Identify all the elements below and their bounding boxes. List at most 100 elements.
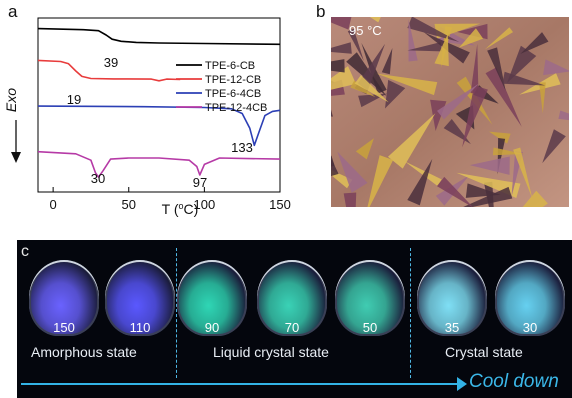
- annotation-133: 133: [231, 140, 253, 155]
- state-crystal: Crystal state: [445, 344, 523, 360]
- texture-shard: [347, 28, 364, 62]
- annotation-97: 97: [193, 175, 207, 190]
- texture-shard: [350, 80, 376, 98]
- texture-shard: [463, 186, 513, 207]
- temp-35: 35: [444, 320, 460, 335]
- vial-110: [105, 260, 175, 336]
- temperature-label: 95 °C: [349, 23, 382, 38]
- texture-shard: [337, 151, 368, 193]
- vial-70: [257, 260, 327, 336]
- texture-shard: [502, 71, 546, 86]
- texture-shard: [434, 33, 449, 67]
- x-ticks: 0 50 100 150: [50, 187, 291, 212]
- texture-shard: [542, 129, 566, 164]
- texture-shard: [407, 17, 460, 43]
- annotation-39: 39: [104, 55, 118, 70]
- vial-photo-panel: c 150 110 90 70 50 35 30 Amorphous state…: [17, 240, 572, 398]
- state-amorphous: Amorphous state: [31, 344, 137, 360]
- series-line-tpe-6-4cb: [37, 105, 281, 147]
- texture-shard: [489, 131, 511, 144]
- texture-shard: [331, 59, 345, 73]
- cool-down-arrow-head: [457, 377, 467, 391]
- vial-35: [417, 260, 487, 336]
- texture-shard: [459, 28, 484, 48]
- texture-shard: [354, 75, 389, 103]
- texture-image: [331, 17, 569, 207]
- temp-30: 30: [522, 320, 538, 335]
- state-liquid-crystal: Liquid crystal state: [213, 344, 329, 360]
- temp-150: 150: [53, 320, 75, 335]
- series-lines: [37, 27, 281, 178]
- texture-shard: [369, 17, 381, 23]
- texture-shard: [462, 85, 488, 148]
- texture-shard: [487, 47, 506, 91]
- vial-50: [335, 260, 405, 336]
- texture-shard: [484, 27, 513, 50]
- texture-shard: [387, 113, 436, 169]
- cool-down-label: Cool down: [469, 371, 559, 392]
- texture-shard: [436, 176, 473, 207]
- texture-shard: [407, 158, 433, 206]
- texture-shard: [367, 155, 394, 207]
- series-line-tpe-6-cb: [37, 27, 281, 46]
- texture-shard: [381, 47, 393, 75]
- texture-shard: [331, 109, 333, 117]
- vial-90: [177, 260, 247, 336]
- texture-shard: [404, 161, 442, 187]
- legend: TPE-6-CB TPE-12-CB TPE-6-4CB TPE-12-4CB: [176, 60, 267, 114]
- pom-micrograph: 95 °C: [331, 17, 569, 207]
- texture-shard: [331, 158, 339, 177]
- texture-shard: [408, 19, 418, 62]
- x-tick-label: 50: [122, 197, 136, 212]
- texture-shard: [513, 147, 533, 200]
- texture-shard: [558, 110, 569, 121]
- texture-shard: [485, 67, 522, 127]
- texture-shard: [539, 82, 546, 114]
- annotation-19: 19: [67, 92, 81, 107]
- annotation-30: 30: [91, 171, 105, 186]
- temp-50: 50: [362, 320, 378, 335]
- vial-150: [29, 260, 99, 336]
- dsc-chart: 0 50 100 150 TPE-6-CBTPE-12-CBTPE-6-4CBTPE-…: [3, 17, 291, 217]
- texture-shard: [506, 45, 537, 84]
- texture-shard: [543, 59, 569, 76]
- cool-down-arrow-line: [21, 383, 461, 385]
- texture-shard: [437, 83, 480, 120]
- legend-label: TPE-6-CB: [205, 60, 255, 72]
- texture-shard: [376, 73, 438, 96]
- series-line-tpe-12-cb: [37, 59, 181, 82]
- temp-90: 90: [204, 320, 220, 335]
- y-axis-title: Exo: [3, 88, 19, 112]
- panel-b-label: b: [316, 2, 326, 21]
- vial-30: [495, 260, 565, 336]
- legend-label: TPE-12-CB: [205, 74, 261, 86]
- temp-70: 70: [284, 320, 300, 335]
- exo-arrow-head: [11, 152, 21, 163]
- texture-shard: [465, 183, 501, 198]
- series-line-tpe-12-4cb: [37, 150, 281, 178]
- state-divider-1: [176, 248, 177, 378]
- x-tick-label: 150: [269, 197, 291, 212]
- texture-shard: [469, 156, 510, 175]
- x-axis-title: T (oC): [162, 201, 199, 217]
- panel-a-label: a: [8, 2, 18, 21]
- texture-shard: [343, 192, 357, 207]
- texture-shard: [331, 66, 357, 90]
- texture-shard: [355, 138, 374, 160]
- texture-shard: [331, 42, 352, 54]
- state-divider-2: [410, 248, 411, 378]
- panel-c-label: c: [21, 243, 29, 260]
- temp-110: 110: [129, 320, 151, 335]
- texture-shard: [407, 42, 442, 52]
- legend-label: TPE-6-4CB: [205, 88, 261, 100]
- x-tick-label: 100: [194, 197, 216, 212]
- texture-shard: [385, 79, 406, 109]
- legend-label: TPE-12-4CB: [205, 102, 267, 114]
- plot-frame: [37, 17, 281, 193]
- texture-shard: [331, 17, 352, 30]
- texture-shard: [470, 44, 479, 94]
- texture-shard: [522, 190, 548, 207]
- axis-frame: [37, 17, 281, 193]
- texture-shard: [520, 32, 549, 54]
- x-tick-label: 0: [50, 197, 57, 212]
